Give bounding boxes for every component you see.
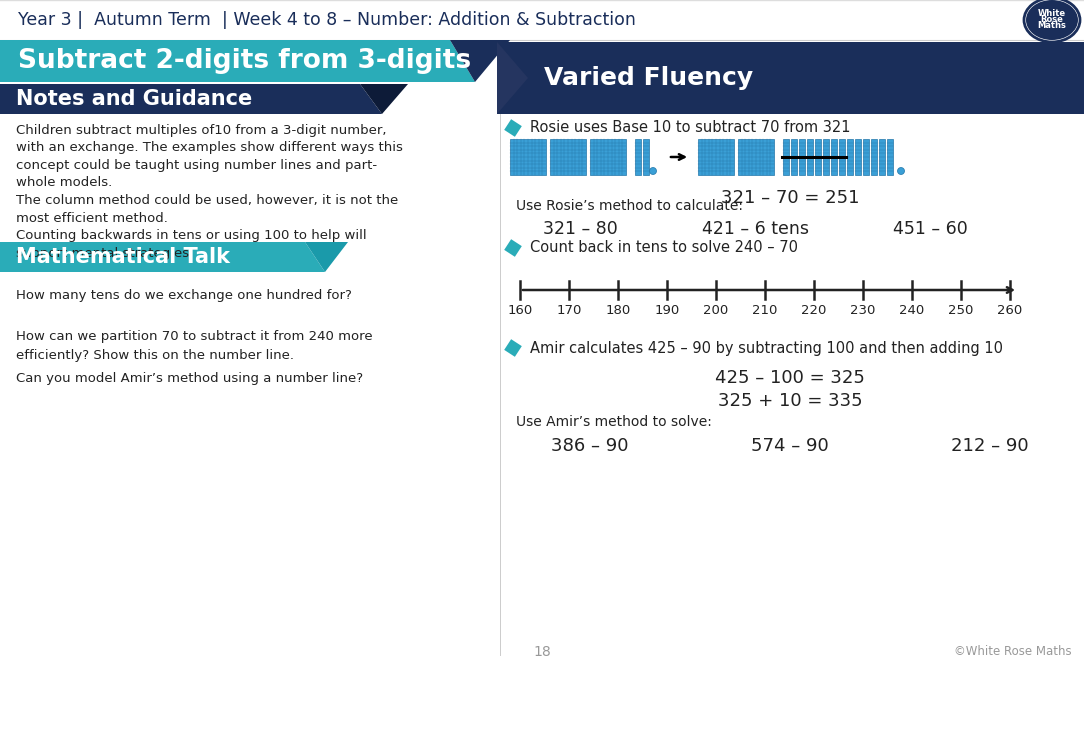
Bar: [839, 139, 846, 175]
Polygon shape: [305, 242, 348, 272]
Ellipse shape: [1024, 0, 1080, 42]
Text: Rose: Rose: [1041, 16, 1063, 25]
Text: 210: 210: [752, 304, 777, 317]
Text: Children subtract multiples of10 from a 3-digit number,: Children subtract multiples of10 from a …: [16, 124, 387, 137]
Bar: [847, 139, 853, 175]
Circle shape: [898, 167, 904, 175]
Polygon shape: [504, 239, 521, 256]
Polygon shape: [0, 40, 475, 82]
Text: 260: 260: [997, 304, 1022, 317]
Text: most efficient method.: most efficient method.: [16, 211, 168, 224]
Text: Count back in tens to solve 240 – 70: Count back in tens to solve 240 – 70: [530, 241, 798, 256]
Bar: [831, 139, 837, 175]
Text: Maths: Maths: [1037, 22, 1067, 31]
Bar: [872, 139, 877, 175]
Text: 230: 230: [850, 304, 876, 317]
Text: concept could be taught using number lines and part-: concept could be taught using number lin…: [16, 159, 377, 172]
Text: 212 – 90: 212 – 90: [951, 437, 1029, 455]
Polygon shape: [0, 242, 325, 272]
Text: 170: 170: [556, 304, 582, 317]
Bar: [590, 139, 625, 175]
Text: support mental strategies.: support mental strategies.: [16, 247, 193, 259]
Text: Subtract 2-digits from 3-digits: Subtract 2-digits from 3-digits: [18, 48, 472, 74]
Text: Notes and Guidance: Notes and Guidance: [16, 89, 253, 109]
Bar: [855, 139, 861, 175]
Text: How can we partition 70 to subtract it from 240 more
efficiently? Show this on t: How can we partition 70 to subtract it f…: [16, 330, 373, 362]
Text: 160: 160: [507, 304, 532, 317]
Bar: [799, 139, 805, 175]
Text: Amir calculates 425 – 90 by subtracting 100 and then adding 10: Amir calculates 425 – 90 by subtracting …: [530, 340, 1003, 356]
Text: 386 – 90: 386 – 90: [552, 437, 629, 455]
Text: 220: 220: [801, 304, 827, 317]
Text: 18: 18: [533, 645, 551, 659]
Text: Varied Fluency: Varied Fluency: [544, 66, 753, 90]
Bar: [823, 139, 829, 175]
Polygon shape: [504, 119, 521, 136]
Bar: [791, 139, 797, 175]
Text: 200: 200: [704, 304, 728, 317]
Bar: [879, 139, 885, 175]
Ellipse shape: [1025, 0, 1077, 40]
Text: whole models.: whole models.: [16, 176, 113, 190]
Text: 451 – 60: 451 – 60: [892, 220, 967, 238]
Text: 321 – 70 = 251: 321 – 70 = 251: [721, 189, 860, 207]
Bar: [635, 139, 641, 175]
Text: with an exchange. The examples show different ways this: with an exchange. The examples show diff…: [16, 142, 403, 154]
Text: 321 – 80: 321 – 80: [543, 220, 618, 238]
Bar: [698, 139, 734, 175]
Bar: [806, 139, 813, 175]
Text: 250: 250: [948, 304, 973, 317]
Bar: [643, 139, 649, 175]
Text: 421 – 6 tens: 421 – 6 tens: [701, 220, 809, 238]
Circle shape: [649, 167, 657, 175]
Bar: [815, 139, 821, 175]
Bar: [863, 139, 869, 175]
Text: Use Rosie’s method to calculate:: Use Rosie’s method to calculate:: [516, 199, 743, 213]
Bar: [509, 139, 546, 175]
Text: White: White: [1038, 10, 1066, 19]
Polygon shape: [504, 339, 521, 357]
Text: 425 – 100 = 325: 425 – 100 = 325: [715, 369, 865, 387]
Polygon shape: [450, 40, 509, 82]
Text: Rosie uses Base 10 to subtract 70 from 321: Rosie uses Base 10 to subtract 70 from 3…: [530, 121, 851, 136]
Text: 180: 180: [605, 304, 631, 317]
Bar: [887, 139, 893, 175]
Text: How many tens do we exchange one hundred for?: How many tens do we exchange one hundred…: [16, 289, 352, 302]
Polygon shape: [360, 84, 408, 114]
Text: 240: 240: [900, 304, 925, 317]
Bar: [738, 139, 774, 175]
Polygon shape: [496, 42, 528, 114]
Text: Counting backwards in tens or using 100 to help will: Counting backwards in tens or using 100 …: [16, 229, 366, 242]
Bar: [496, 42, 1084, 114]
Bar: [550, 139, 586, 175]
Text: Mathematical Talk: Mathematical Talk: [16, 247, 230, 267]
Bar: [783, 139, 789, 175]
Text: The column method could be used, however, it is not the: The column method could be used, however…: [16, 194, 398, 207]
Text: ©White Rose Maths: ©White Rose Maths: [954, 645, 1072, 658]
Text: 574 – 90: 574 – 90: [751, 437, 829, 455]
Text: 325 + 10 = 335: 325 + 10 = 335: [718, 392, 862, 410]
Text: Year 3 |  Autumn Term  | Week 4 to 8 – Number: Addition & Subtraction: Year 3 | Autumn Term | Week 4 to 8 – Num…: [18, 11, 636, 29]
Text: 190: 190: [655, 304, 680, 317]
Polygon shape: [0, 84, 382, 114]
Text: Use Amir’s method to solve:: Use Amir’s method to solve:: [516, 415, 712, 429]
Text: Can you model Amir’s method using a number line?: Can you model Amir’s method using a numb…: [16, 372, 363, 385]
